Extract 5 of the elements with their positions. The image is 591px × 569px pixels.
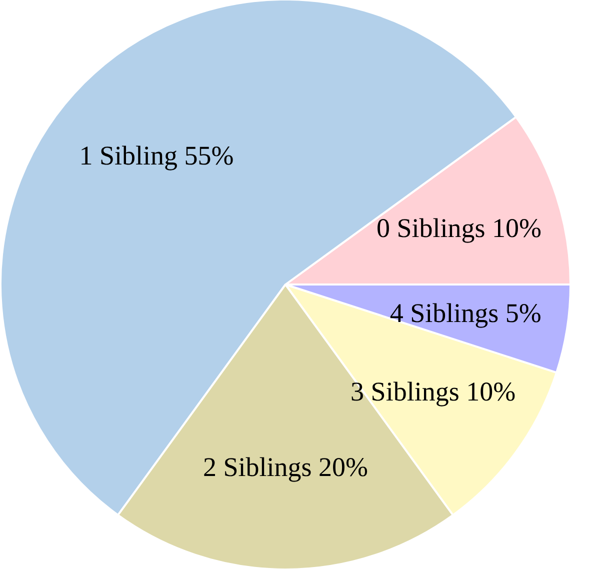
slice-label: 2 Siblings 20% [202, 452, 368, 482]
slice-label: 3 Siblings 10% [350, 376, 516, 407]
slice-label: 4 Siblings 5% [390, 298, 542, 328]
slice-label: 1 Sibling 55% [79, 140, 234, 171]
slice-label: 0 Siblings 10% [376, 213, 542, 244]
